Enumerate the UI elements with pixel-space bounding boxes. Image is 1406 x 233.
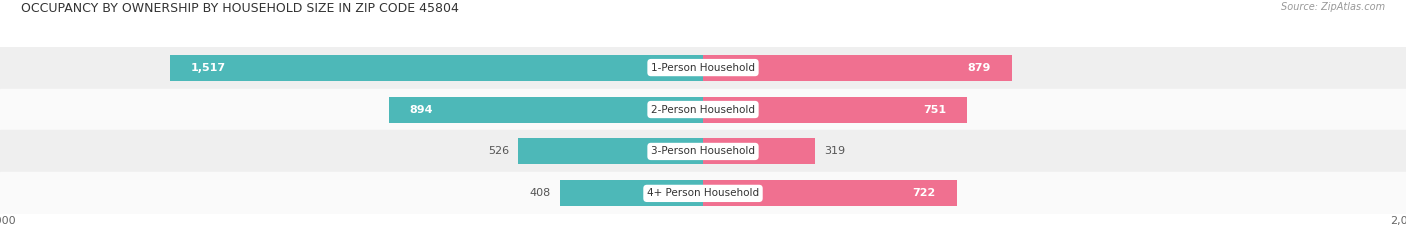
Bar [0,130,1406,172]
Bar [703,96,967,123]
Bar [703,180,956,206]
Bar [703,55,1012,81]
Bar [703,138,815,164]
Text: 4+ Person Household: 4+ Person Household [647,188,759,198]
Bar [0,89,1406,130]
Text: 722: 722 [912,188,936,198]
Bar [0,47,1406,89]
Text: 526: 526 [488,147,509,156]
Text: 894: 894 [411,105,433,114]
Text: 1,517: 1,517 [191,63,226,72]
Text: 3-Person Household: 3-Person Household [651,147,755,156]
Text: 319: 319 [824,147,845,156]
Text: 751: 751 [922,105,946,114]
Text: OCCUPANCY BY OWNERSHIP BY HOUSEHOLD SIZE IN ZIP CODE 45804: OCCUPANCY BY OWNERSHIP BY HOUSEHOLD SIZE… [21,2,458,15]
Bar [517,138,703,164]
Bar [170,55,703,81]
Text: 1-Person Household: 1-Person Household [651,63,755,72]
Bar [560,180,703,206]
Text: 408: 408 [530,188,551,198]
Text: Source: ZipAtlas.com: Source: ZipAtlas.com [1281,2,1385,12]
Text: 2-Person Household: 2-Person Household [651,105,755,114]
Bar [0,172,1406,214]
Text: 879: 879 [967,63,991,72]
Bar [388,96,703,123]
